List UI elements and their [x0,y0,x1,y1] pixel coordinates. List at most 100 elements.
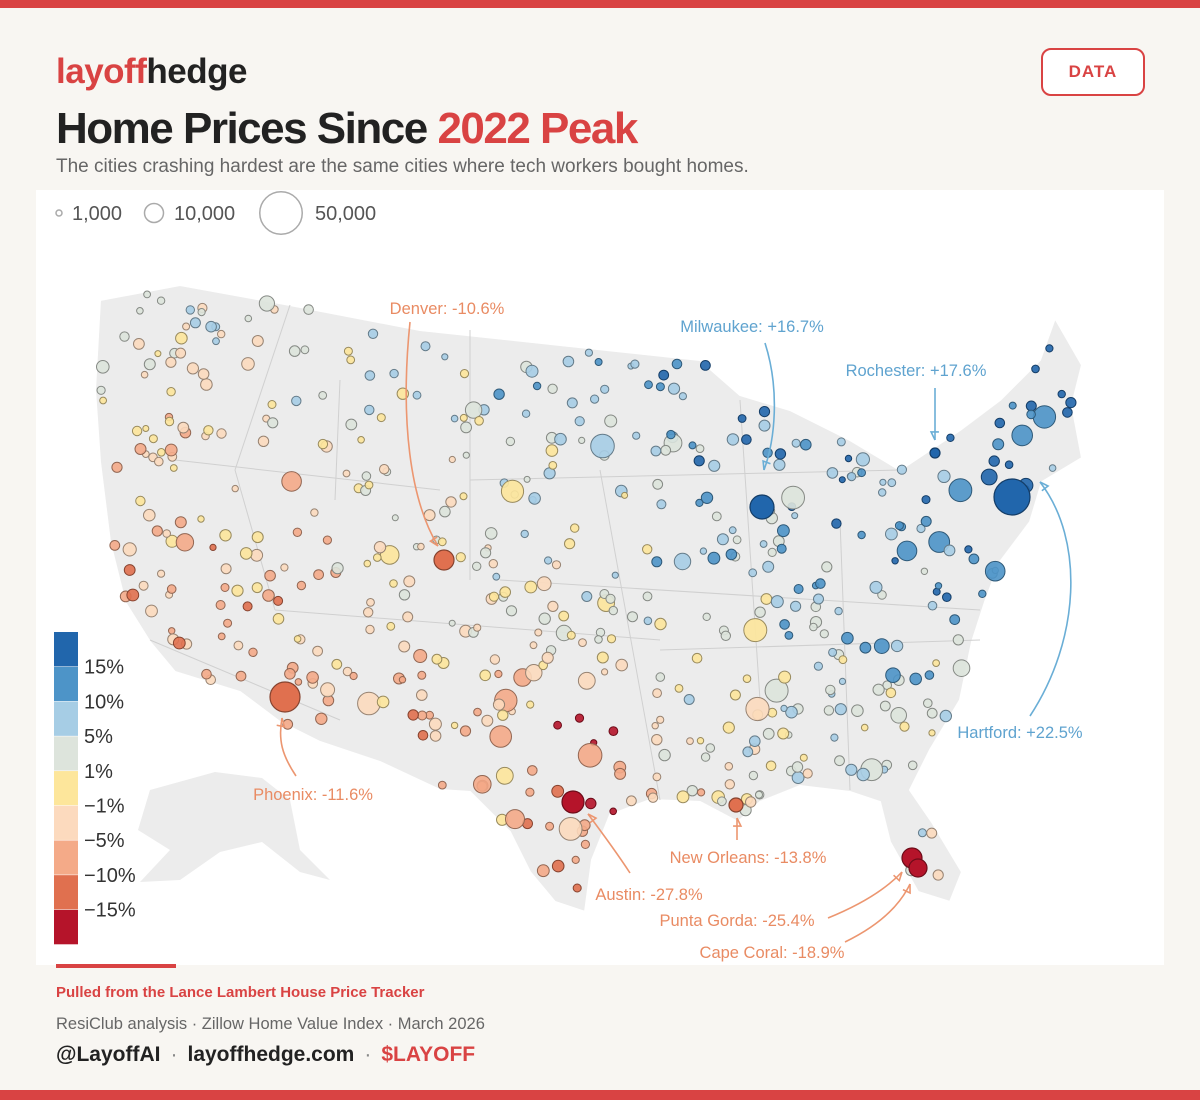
city-dot [169,464,178,472]
city-dot [566,397,578,409]
city-dot [857,530,866,540]
city-marker [433,549,455,571]
city-dot [251,531,264,544]
city-dot [791,761,804,773]
color-tick-label: 1% [84,761,113,783]
city-dot [235,670,247,682]
city-dot [148,434,158,444]
city-dot [398,640,411,653]
city-dot [658,748,671,762]
city-dot [793,584,804,594]
city-dot [594,635,603,644]
city-dot [164,416,175,427]
city-dot [578,638,587,647]
city-dot [651,556,663,568]
city-dot [386,621,396,631]
city-dot [281,471,302,492]
city-dot [762,560,775,573]
city-dot [473,707,482,717]
city-dot [554,432,567,446]
handle[interactable]: @LayoffAI [56,1043,161,1066]
city-dot [666,429,676,440]
color-swatch [54,874,78,910]
city-dot [885,667,901,684]
city-dot [143,358,156,371]
city-dot [909,672,923,686]
city-dot [724,762,734,771]
city-dot [538,612,551,625]
city-dot [460,421,473,434]
city-dot [695,444,705,454]
city-dot [834,703,847,716]
city-label: Cape Coral: -18.9% [700,944,845,962]
city-dot [320,682,336,698]
city-marker [269,681,301,713]
city-dot [357,691,381,716]
data-button[interactable]: DATA [1041,48,1145,96]
city-dot [525,664,543,682]
ticker[interactable]: $LAYOFF [381,1043,476,1066]
city-dot [1011,424,1034,447]
city-dot [921,495,931,505]
city-dot [505,436,516,447]
city-dot [949,614,961,625]
city-dot [233,640,244,651]
city-dot [838,655,848,665]
city-dot [578,436,586,444]
city-dot [345,418,358,431]
border-line [334,379,341,501]
color-tick-label: 5% [84,726,113,748]
city-dot [545,821,555,831]
city-dot [695,498,704,507]
city-label: New Orleans: -13.8% [670,849,827,867]
city-dot [777,524,790,538]
city-dot [291,395,302,407]
city-dot [630,359,640,369]
city-dot [99,396,107,405]
city-dot [548,461,558,470]
city-dot [791,438,801,448]
city-dot [349,671,358,681]
city-dot [197,308,206,317]
site[interactable]: layoffhedge.com [187,1043,355,1066]
city-dot [621,491,629,499]
city-dot [217,632,226,641]
city-dot [288,345,301,357]
city-dot [581,591,593,602]
city-dot [691,652,703,664]
city-dot [572,883,582,893]
city-dot [165,356,177,368]
color-tick-label: −10% [84,865,136,887]
city-dot [505,605,518,617]
city-dot [877,590,887,600]
city-dot [885,687,897,699]
city-dot [777,727,790,740]
city-dot [596,651,609,664]
city-dot [785,705,798,719]
city-dot [412,390,422,400]
city-dot [217,329,226,339]
city-dot [417,670,427,680]
border-line [659,639,981,651]
city-dot [758,406,771,418]
city-dot [790,600,802,612]
city-dot [1032,405,1057,429]
city-dot [166,584,177,594]
city-dot [968,553,980,565]
city-dot [156,296,166,305]
city-dot [417,542,425,551]
city-marker [561,790,585,814]
city-dot [928,729,936,737]
city-dot [488,591,500,602]
city-dot [1026,409,1036,420]
city-dot [547,383,558,394]
city-dot [251,582,263,594]
city-dot [389,368,399,379]
city-dot [472,561,482,571]
city-dot [398,589,411,601]
city-label: Austin: -27.8% [595,886,703,904]
city-dot [416,689,428,701]
city-dot [558,610,570,622]
city-dot [177,421,190,434]
